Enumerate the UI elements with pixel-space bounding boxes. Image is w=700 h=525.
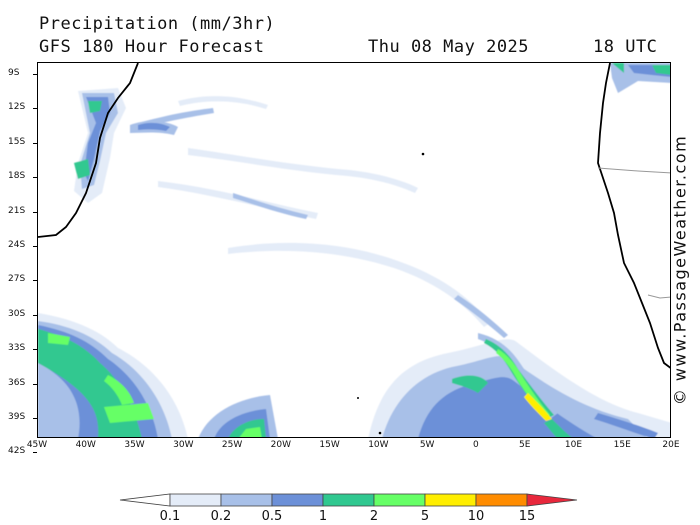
legend-swatch <box>424 493 477 507</box>
legend-over-range <box>526 493 578 507</box>
lat-label: 42S <box>8 446 26 457</box>
lon-label: 5E <box>518 440 531 450</box>
precip-band-north <box>188 148 418 193</box>
legend-level-label: 5 <box>420 509 430 524</box>
lat-tick <box>33 211 37 213</box>
lat-tick <box>33 177 37 179</box>
lat-label: 18S <box>8 171 26 182</box>
south-america-coastline <box>38 63 139 238</box>
legend-under-range <box>119 493 171 507</box>
lon-label: 35W <box>124 440 145 450</box>
country-border-namibia-angola <box>597 167 670 174</box>
precip-color-legend <box>119 493 578 507</box>
lat-label: 9S <box>8 68 20 78</box>
legend-level-label: 15 <box>518 509 536 524</box>
watermark: © www.PassageWeather.com <box>670 134 690 406</box>
lon-label: 15E <box>613 440 631 450</box>
lon-label: 20E <box>662 440 680 450</box>
lon-label: 20W <box>270 440 292 450</box>
legend-level-label: 2 <box>369 509 379 524</box>
lat-tick <box>33 452 37 454</box>
lat-tick <box>33 349 37 351</box>
lat-label: 39S <box>8 412 26 422</box>
legend-swatch <box>475 493 528 507</box>
lon-label: 30W <box>173 440 194 450</box>
island-st-helena <box>421 152 425 156</box>
legend-level-label: 0.1 <box>159 509 181 524</box>
lat-tick <box>33 142 37 144</box>
lon-label: 5W <box>419 440 435 450</box>
lat-tick <box>33 418 37 419</box>
legend-swatch <box>373 493 426 507</box>
map-title: Precipitation (mm/3hr) <box>39 14 276 34</box>
legend-level-label: 10 <box>467 509 485 524</box>
lon-label: 10W <box>368 440 389 450</box>
lon-label: 40W <box>75 440 96 450</box>
lat-label: 21S <box>8 205 26 216</box>
lat-label: 27S <box>8 274 26 285</box>
lat-tick <box>33 246 37 247</box>
lat-label: 33S <box>8 343 26 354</box>
map-canvas <box>38 63 670 437</box>
country-border-namibia-southafrica <box>647 294 670 299</box>
legend-swatch <box>220 493 273 507</box>
legend-swatch <box>271 493 324 507</box>
lat-label: 36S <box>8 377 26 388</box>
lon-label: 10E <box>564 440 583 450</box>
lat-label: 12S <box>8 102 26 113</box>
legend-level-label: 0.5 <box>261 509 283 524</box>
lat-label: 15S <box>8 136 26 147</box>
lat-tick <box>33 108 37 110</box>
lon-label: 45W <box>26 440 48 450</box>
island-tristan-da-cunha <box>378 431 382 435</box>
lat-tick <box>33 74 37 75</box>
forecast-model: GFS 180 Hour Forecast <box>39 37 265 57</box>
legend-level-label: 0.2 <box>210 509 232 524</box>
forecast-time: 18 UTC <box>593 37 658 57</box>
precipitation-map[interactable] <box>37 62 671 438</box>
forecast-date: Thu 08 May 2025 <box>368 37 530 57</box>
lon-label: 25W <box>221 440 243 450</box>
legend-level-label: 1 <box>318 509 328 524</box>
lat-label: 24S <box>8 240 26 250</box>
lat-label: 30S <box>8 308 26 319</box>
lat-tick <box>33 280 37 282</box>
precip-band-southwest <box>228 242 490 327</box>
legend-swatch <box>169 493 222 507</box>
africa-coastline <box>597 63 670 369</box>
legend-swatch <box>322 493 375 507</box>
lat-tick <box>33 383 37 385</box>
lon-label: 0 <box>473 440 479 450</box>
lon-label: 15W <box>319 440 340 450</box>
island-gough <box>357 397 359 399</box>
lat-tick <box>33 314 37 316</box>
